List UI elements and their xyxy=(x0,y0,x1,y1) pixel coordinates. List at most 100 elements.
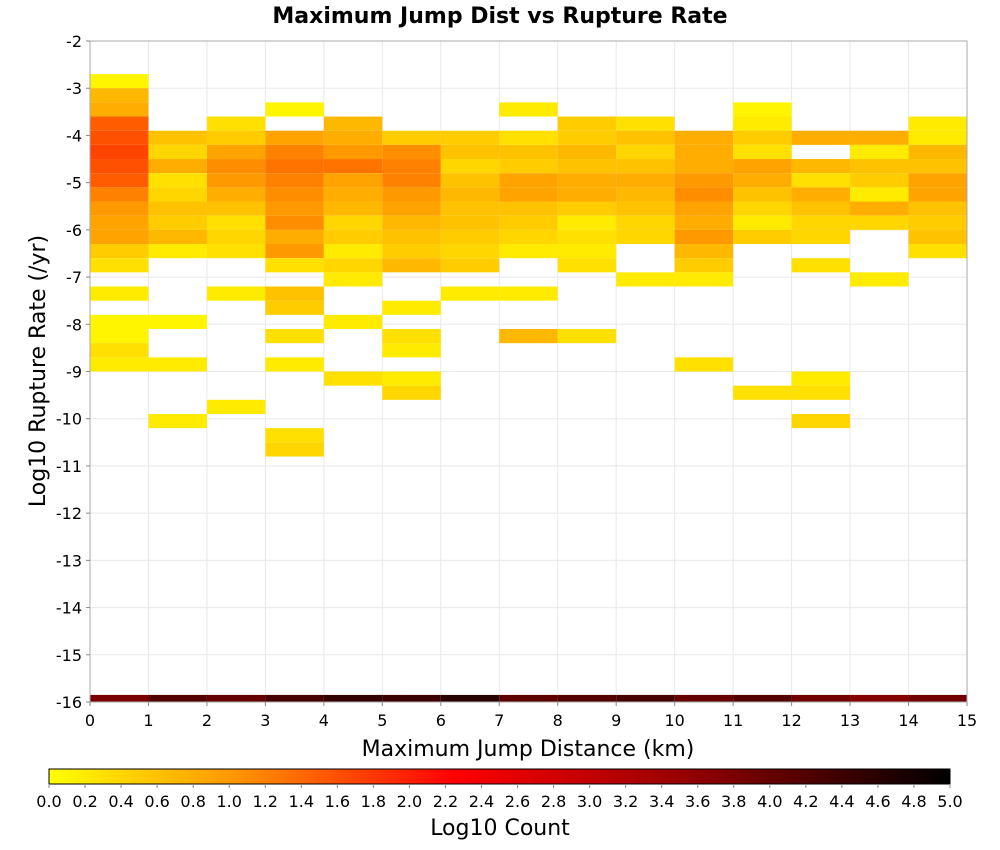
x-tick-label: 7 xyxy=(494,711,504,730)
heatmap-cell xyxy=(733,694,792,702)
heatmap-cell xyxy=(90,201,149,216)
colorbar-tick-label: 1.4 xyxy=(289,792,314,811)
x-tick-label: 13 xyxy=(840,711,860,730)
heatmap-cell xyxy=(90,694,149,702)
heatmap-cell xyxy=(265,144,324,160)
heatmap-cell xyxy=(791,187,851,202)
heatmap-cell xyxy=(148,314,207,330)
heatmap-cell xyxy=(499,286,558,301)
colorbar-tick-label: 1.2 xyxy=(253,792,278,811)
colorbar-tick-label: 4.6 xyxy=(865,792,890,811)
heatmap-cell xyxy=(557,694,617,702)
colorbar-tick-label: 2.8 xyxy=(541,792,566,811)
x-tick-label: 9 xyxy=(611,711,621,730)
colorbar-tick-label: 2.2 xyxy=(433,792,458,811)
heatmap-cell xyxy=(90,187,149,202)
heatmap-cell xyxy=(733,102,792,117)
x-axis-label: Maximum Jump Distance (km) xyxy=(362,737,695,762)
y-tick-label: -10 xyxy=(56,410,82,429)
heatmap-cells xyxy=(90,74,967,457)
heatmap-cell xyxy=(733,116,792,131)
heatmap-cell xyxy=(499,694,558,702)
heatmap-cell xyxy=(733,159,792,174)
y-tick-label: -13 xyxy=(56,551,82,570)
y-tick-label: -14 xyxy=(56,599,82,618)
heatmap-cell xyxy=(499,102,558,117)
heatmap-cell xyxy=(557,173,617,188)
colorbar-tick-label: 3.4 xyxy=(649,792,674,811)
x-tick-label: 10 xyxy=(664,711,684,730)
x-tick-label: 1 xyxy=(143,711,153,730)
heatmap-cell xyxy=(148,159,207,174)
heatmap-cell xyxy=(440,229,500,245)
heatmap-cell xyxy=(850,130,909,145)
heatmap-cell xyxy=(206,159,266,174)
heatmap-cell xyxy=(674,357,734,372)
heatmap-cell xyxy=(440,144,500,160)
heatmap-cell xyxy=(674,201,734,216)
heatmap-cell xyxy=(323,187,383,202)
heatmap-cell xyxy=(908,159,967,174)
x-tick-label: 0 xyxy=(85,711,95,730)
heatmap-cell xyxy=(265,329,324,344)
heatmap-cell xyxy=(791,385,851,400)
heatmap-cell xyxy=(265,215,324,230)
heatmap-cell xyxy=(733,173,792,188)
heatmap-cell xyxy=(382,300,441,315)
heatmap-cell xyxy=(206,215,266,230)
heatmap-cell xyxy=(323,130,383,145)
heatmap-cell xyxy=(557,258,617,273)
heatmap-cell xyxy=(90,74,149,89)
heatmap-cell xyxy=(382,694,441,702)
heatmap-cell xyxy=(206,144,266,160)
heatmap-cell xyxy=(440,130,500,145)
y-axis-label: Log10 Rupture Rate (/yr) xyxy=(26,235,51,507)
heatmap-cell xyxy=(499,329,558,344)
heatmap-cell xyxy=(90,244,149,259)
y-tick-label: -15 xyxy=(56,646,82,665)
heatmap-cell xyxy=(850,173,909,188)
heatmap-cell xyxy=(382,258,441,273)
colorbar-tick-label: 0.4 xyxy=(108,792,133,811)
colorbar-tick-label: 2.4 xyxy=(469,792,494,811)
heatmap-cell xyxy=(382,229,441,245)
heatmap-cell xyxy=(616,144,675,160)
heatmap-cell xyxy=(206,187,266,202)
heatmap-cell xyxy=(557,215,617,230)
heatmap-cell xyxy=(908,201,967,216)
heatmap-cell xyxy=(323,694,383,702)
heatmap-cell xyxy=(382,371,441,386)
heatmap-cell xyxy=(850,187,909,202)
heatmap-cell xyxy=(206,201,266,216)
heatmap-cell xyxy=(323,371,383,386)
heatmap-cell xyxy=(265,357,324,372)
heatmap-cell xyxy=(265,229,324,245)
colorbar-ticks: 0.0 0.2 0.4 0.6 0.8 1.0 1.2 1.4 1.6 1.8 2.0 2.2 2.4 2… xyxy=(36,784,963,811)
heatmap-cell xyxy=(850,201,909,216)
y-tick-label: -6 xyxy=(66,221,82,240)
heatmap-cell xyxy=(90,116,149,131)
heatmap-cell xyxy=(674,187,734,202)
y-tick-label: -3 xyxy=(66,79,82,98)
heatmap-cell xyxy=(148,229,207,245)
heatmap-cell xyxy=(148,244,207,259)
heatmap-cell xyxy=(674,130,734,145)
colorbar-tick-label: 1.6 xyxy=(325,792,350,811)
heatmap-cell xyxy=(499,201,558,216)
heatmap-cell xyxy=(206,286,266,301)
heatmap-cell xyxy=(206,173,266,188)
heatmap-cell xyxy=(791,258,851,273)
heatmap-cell xyxy=(616,201,675,216)
heatmap-cell xyxy=(616,116,675,131)
heatmap-cell xyxy=(674,272,734,287)
heatmap-cell xyxy=(850,694,909,702)
y-tick-label: -5 xyxy=(66,174,82,193)
heatmap-cell xyxy=(616,272,675,287)
heatmap-cell xyxy=(323,144,383,160)
heatmap-cell xyxy=(148,413,207,429)
heatmap-cell xyxy=(557,159,617,174)
heatmap-cell xyxy=(616,215,675,230)
colorbar-tick-label: 2.6 xyxy=(505,792,530,811)
heatmap-cell xyxy=(557,244,617,259)
heatmap-cell xyxy=(557,130,617,145)
